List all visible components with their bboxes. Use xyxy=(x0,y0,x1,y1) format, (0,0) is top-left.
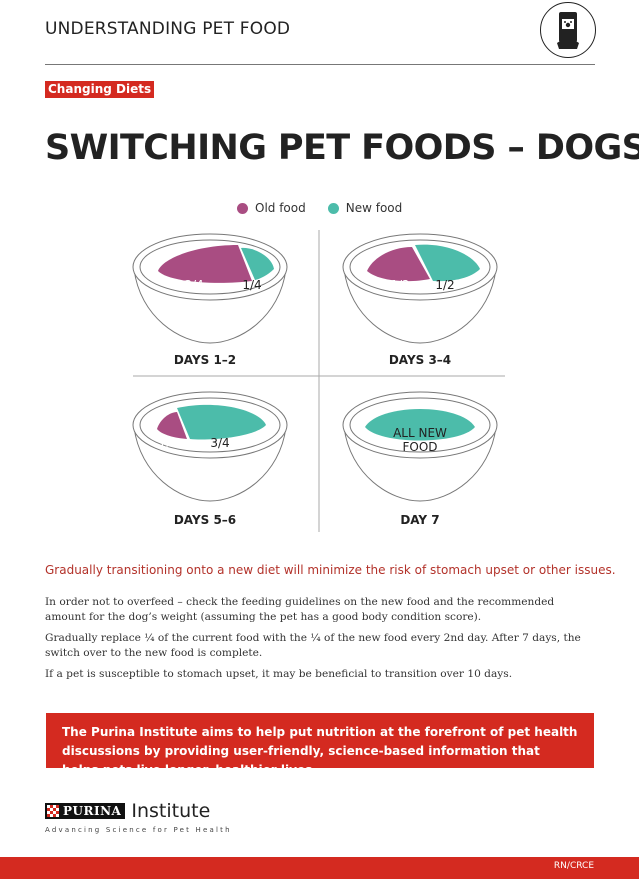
old-food-portion xyxy=(367,247,430,282)
pet-food-bag-icon xyxy=(540,2,596,58)
key-note: Gradually transitioning onto a new diet … xyxy=(45,563,616,577)
old-food-swatch xyxy=(237,202,248,214)
stage-label: DAYS 5–6 xyxy=(173,513,237,527)
paragraph: Gradually replace ¼ of the current food … xyxy=(45,632,581,659)
new-food-swatch xyxy=(327,202,339,214)
new-food-portion xyxy=(365,409,475,441)
stage-label: DAYS 3–4 xyxy=(388,353,452,367)
portion-label-old: 1/4 xyxy=(158,436,178,450)
legend-label: New food xyxy=(345,201,403,215)
mission-banner: The Purina Institute aims to help put nu… xyxy=(46,713,594,777)
checkerboard-icon xyxy=(47,805,59,817)
footer-bar: RN/CRCE xyxy=(0,857,639,879)
portion-label-new: ALL NEW FOOD xyxy=(393,426,447,454)
new-food-portion xyxy=(241,247,274,280)
legend-item-old: Old food xyxy=(237,201,306,215)
stage-label: DAY 7 xyxy=(400,513,440,527)
bowl-day-7 xyxy=(342,391,498,502)
feeding-schedule-diagram: 3/4 1/4 1/2 1/2 1/4 3/4 ALL NEW FOOD DAY… xyxy=(0,225,639,535)
new-food-portion xyxy=(177,404,266,440)
new-food-portion xyxy=(415,244,480,282)
bowl-days-1-2 xyxy=(132,233,288,344)
page-title: SWITCHING PET FOODS – DOGS xyxy=(45,128,639,168)
header-title: UNDERSTANDING PET FOOD xyxy=(45,19,291,39)
category-tag: Changing Diets xyxy=(45,81,155,98)
bowl-days-3-4 xyxy=(342,233,498,344)
paragraph: In order not to overfeed – check the fee… xyxy=(45,596,555,623)
legend-item-new: New food xyxy=(327,201,403,215)
portion-label-old: 1/2 xyxy=(390,278,410,292)
legend: Old food New food xyxy=(237,201,402,215)
old-food-portion xyxy=(157,412,187,439)
purina-brand: PURINA xyxy=(45,803,126,819)
logo-tagline: Advancing Science for Pet Health xyxy=(45,826,232,834)
paragraph: If a pet is susceptible to stomach upset… xyxy=(45,668,513,680)
header-divider xyxy=(45,64,595,65)
stage-label: DAYS 1–2 xyxy=(173,353,237,367)
legend-label: Old food xyxy=(255,201,306,215)
portion-label-new: 1/2 xyxy=(435,278,455,292)
portion-label-old: 3/4 xyxy=(184,278,204,292)
portion-label-new: 3/4 xyxy=(210,436,230,450)
document-code: RN/CRCE xyxy=(553,861,594,871)
portion-label-new: 1/4 xyxy=(242,278,262,292)
purina-institute-logo: PURINA Institute Advancing Science for P… xyxy=(45,800,232,834)
bowl-days-5-6 xyxy=(132,391,288,502)
old-food-portion xyxy=(158,245,252,283)
logo-name: Institute xyxy=(131,800,211,822)
